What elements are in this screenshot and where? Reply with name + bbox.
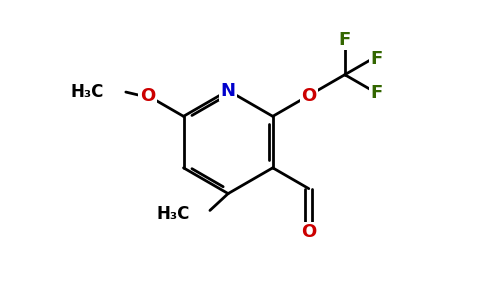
Text: F: F xyxy=(370,50,382,68)
Text: H₃C: H₃C xyxy=(71,83,104,101)
Text: O: O xyxy=(301,86,317,104)
Text: H: H xyxy=(90,83,104,101)
Text: F: F xyxy=(370,83,382,101)
Text: O: O xyxy=(301,223,317,241)
Text: F: F xyxy=(339,31,351,49)
Text: N: N xyxy=(221,82,236,100)
Text: H₃C: H₃C xyxy=(157,206,190,224)
Text: O: O xyxy=(140,86,155,104)
